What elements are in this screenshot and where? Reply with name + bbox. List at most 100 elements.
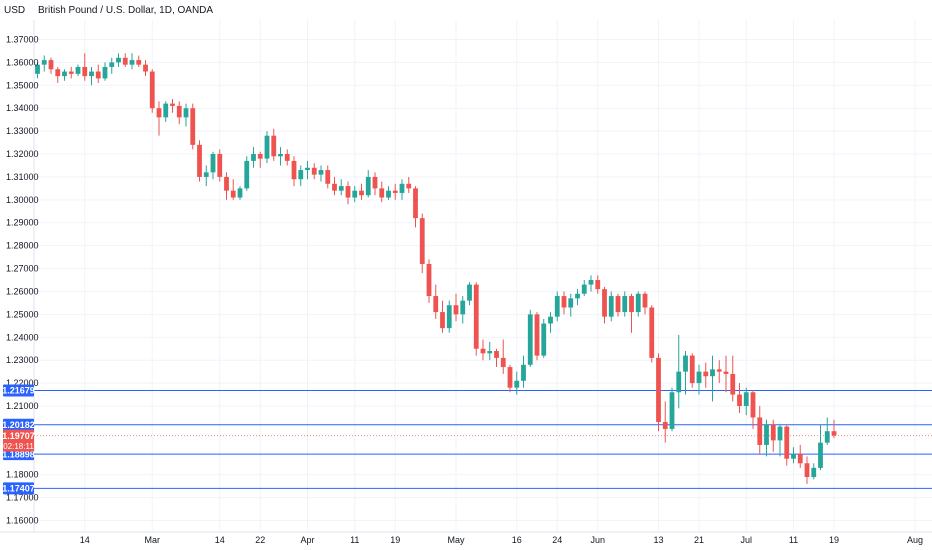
candle[interactable]: [379, 181, 385, 203]
candle[interactable]: [777, 424, 783, 457]
candle[interactable]: [149, 69, 155, 113]
candle[interactable]: [55, 66, 61, 83]
candle[interactable]: [278, 147, 283, 166]
candle[interactable]: [737, 383, 742, 413]
candle[interactable]: [75, 64, 81, 77]
candle[interactable]: [129, 53, 135, 70]
candle[interactable]: [683, 351, 688, 395]
candle[interactable]: [426, 259, 432, 303]
candle[interactable]: [82, 53, 88, 81]
candle[interactable]: [791, 447, 796, 464]
candle[interactable]: [541, 318, 547, 358]
candle[interactable]: [190, 103, 196, 150]
candle[interactable]: [784, 424, 790, 466]
candle[interactable]: [359, 183, 364, 200]
candle[interactable]: [237, 186, 243, 200]
candle[interactable]: [534, 312, 540, 361]
candle[interactable]: [372, 172, 378, 196]
candle[interactable]: [581, 280, 587, 297]
candle[interactable]: [136, 55, 142, 67]
candle[interactable]: [608, 291, 614, 322]
candle[interactable]: [251, 147, 256, 168]
candle[interactable]: [689, 353, 695, 388]
candle[interactable]: [217, 149, 223, 182]
candle[interactable]: [392, 183, 398, 200]
candle[interactable]: [116, 53, 121, 67]
candle[interactable]: [460, 296, 466, 324]
candle[interactable]: [723, 355, 729, 393]
candle[interactable]: [413, 186, 418, 228]
candle[interactable]: [676, 334, 682, 409]
candle[interactable]: [629, 293, 634, 333]
candle[interactable]: [622, 291, 628, 317]
candle[interactable]: [797, 444, 803, 468]
candle[interactable]: [257, 151, 263, 168]
candle[interactable]: [419, 213, 425, 274]
candle[interactable]: [264, 131, 270, 164]
candle[interactable]: [143, 60, 148, 77]
candle[interactable]: [743, 387, 749, 416]
candle[interactable]: [365, 170, 371, 198]
candle[interactable]: [575, 289, 580, 306]
candle[interactable]: [453, 293, 459, 322]
candle[interactable]: [527, 309, 533, 368]
candle[interactable]: [804, 456, 810, 484]
candle[interactable]: [224, 172, 229, 200]
candle[interactable]: [824, 417, 830, 445]
candle[interactable]: [568, 293, 574, 317]
candle[interactable]: [811, 463, 817, 480]
candle[interactable]: [467, 282, 472, 306]
candle[interactable]: [831, 419, 837, 439]
candle[interactable]: [730, 355, 736, 402]
candle[interactable]: [480, 339, 486, 361]
candle[interactable]: [602, 286, 607, 324]
candle[interactable]: [311, 163, 317, 180]
candle[interactable]: [332, 176, 337, 196]
candle[interactable]: [325, 165, 331, 189]
candle[interactable]: [635, 291, 641, 317]
candle[interactable]: [588, 275, 594, 292]
candle[interactable]: [102, 62, 108, 81]
candle[interactable]: [649, 305, 655, 363]
candle[interactable]: [662, 401, 668, 443]
candle[interactable]: [109, 57, 115, 74]
candle[interactable]: [696, 364, 702, 395]
candle[interactable]: [386, 186, 391, 200]
candle[interactable]: [595, 275, 601, 294]
candle[interactable]: [291, 156, 297, 187]
candle[interactable]: [183, 103, 189, 127]
candle[interactable]: [764, 419, 769, 457]
candle[interactable]: [507, 364, 513, 393]
candle[interactable]: [494, 348, 499, 368]
candle[interactable]: [203, 165, 209, 187]
candle[interactable]: [244, 156, 250, 191]
candle[interactable]: [716, 360, 722, 384]
candle[interactable]: [284, 149, 290, 166]
candle[interactable]: [352, 186, 358, 203]
candle[interactable]: [669, 387, 675, 432]
candle[interactable]: [514, 371, 520, 395]
candle[interactable]: [176, 101, 182, 125]
candle[interactable]: [122, 53, 128, 67]
candle[interactable]: [68, 66, 74, 79]
candle[interactable]: [554, 291, 560, 322]
candle[interactable]: [89, 66, 94, 86]
candle[interactable]: [656, 353, 661, 432]
candle[interactable]: [210, 151, 216, 180]
candle[interactable]: [473, 282, 479, 356]
candle[interactable]: [433, 284, 439, 319]
candle[interactable]: [561, 291, 567, 315]
candle[interactable]: [318, 165, 324, 182]
candle[interactable]: [548, 312, 553, 333]
candle[interactable]: [500, 339, 506, 374]
candle[interactable]: [703, 362, 709, 388]
candle[interactable]: [757, 406, 763, 455]
candle[interactable]: [95, 64, 101, 83]
candle[interactable]: [35, 62, 40, 79]
candle[interactable]: [710, 355, 715, 402]
candle[interactable]: [163, 101, 169, 122]
candle[interactable]: [305, 160, 310, 180]
candle[interactable]: [770, 419, 776, 452]
candle[interactable]: [818, 424, 823, 471]
candle[interactable]: [487, 341, 493, 361]
